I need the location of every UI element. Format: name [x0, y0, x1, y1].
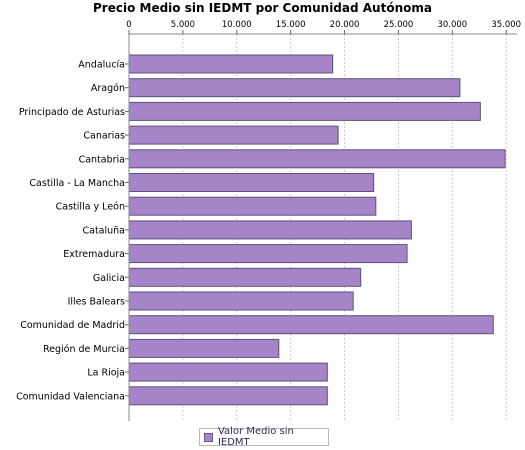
x-tick-label: 10.000	[222, 20, 252, 30]
category-label: Comunidad Valenciana	[16, 391, 125, 402]
x-tick-label: 5.000	[171, 20, 195, 30]
x-tick-label: 15.000	[276, 20, 306, 30]
bar	[128, 315, 494, 335]
category-label: Andalucía	[78, 60, 125, 71]
category-label: Castilla - La Mancha	[29, 178, 125, 189]
bar	[128, 149, 506, 169]
bar	[128, 101, 481, 121]
bar	[128, 338, 280, 358]
category-label: La Rioja	[87, 368, 125, 379]
x-tick-label: 0	[126, 20, 131, 30]
bar	[128, 291, 354, 311]
category-label: Aragón	[91, 83, 125, 94]
category-label: Región de Murcia	[43, 344, 125, 355]
category-label: Galicia	[93, 273, 125, 284]
bar	[128, 267, 362, 287]
x-tick-labels: 0 5.000 10.000 15.000 20.000 25.000 30.000 35.0…	[126, 20, 521, 30]
bar	[128, 54, 334, 74]
x-tick-label: 35.000	[491, 20, 521, 30]
bar	[128, 125, 339, 145]
category-label: Comunidad de Madrid	[20, 320, 125, 331]
bars	[128, 54, 506, 406]
category-label: Principado de Asturias	[19, 107, 125, 118]
category-label: Extremadura	[63, 249, 125, 260]
bar	[128, 196, 377, 216]
legend-label: Valor Medio sin IEDMT	[217, 426, 294, 448]
x-tick-label: 30.000	[437, 20, 467, 30]
x-tick-label: 20.000	[330, 20, 360, 30]
bar	[128, 220, 412, 240]
bar	[128, 386, 328, 406]
category-label: Illes Balears	[68, 297, 125, 308]
category-label: Canarias	[83, 131, 125, 142]
category-labels: Andalucía Aragón Principado de Asturias Can…	[16, 60, 125, 403]
chart-title: Precio Medio sin IEDMT por Comunidad Aut…	[93, 1, 432, 15]
bar	[128, 362, 328, 382]
category-label: Cantabria	[79, 154, 125, 165]
bar	[128, 173, 375, 192]
legend: Valor Medio sin IEDMT	[199, 426, 329, 448]
category-label: Castilla y León	[56, 202, 125, 213]
bar	[128, 244, 408, 264]
axes	[125, 30, 517, 421]
legend-swatch	[204, 432, 213, 442]
category-label: Cataluña	[82, 225, 125, 236]
bar	[128, 78, 461, 98]
x-tick-label: 25.000	[384, 20, 414, 30]
